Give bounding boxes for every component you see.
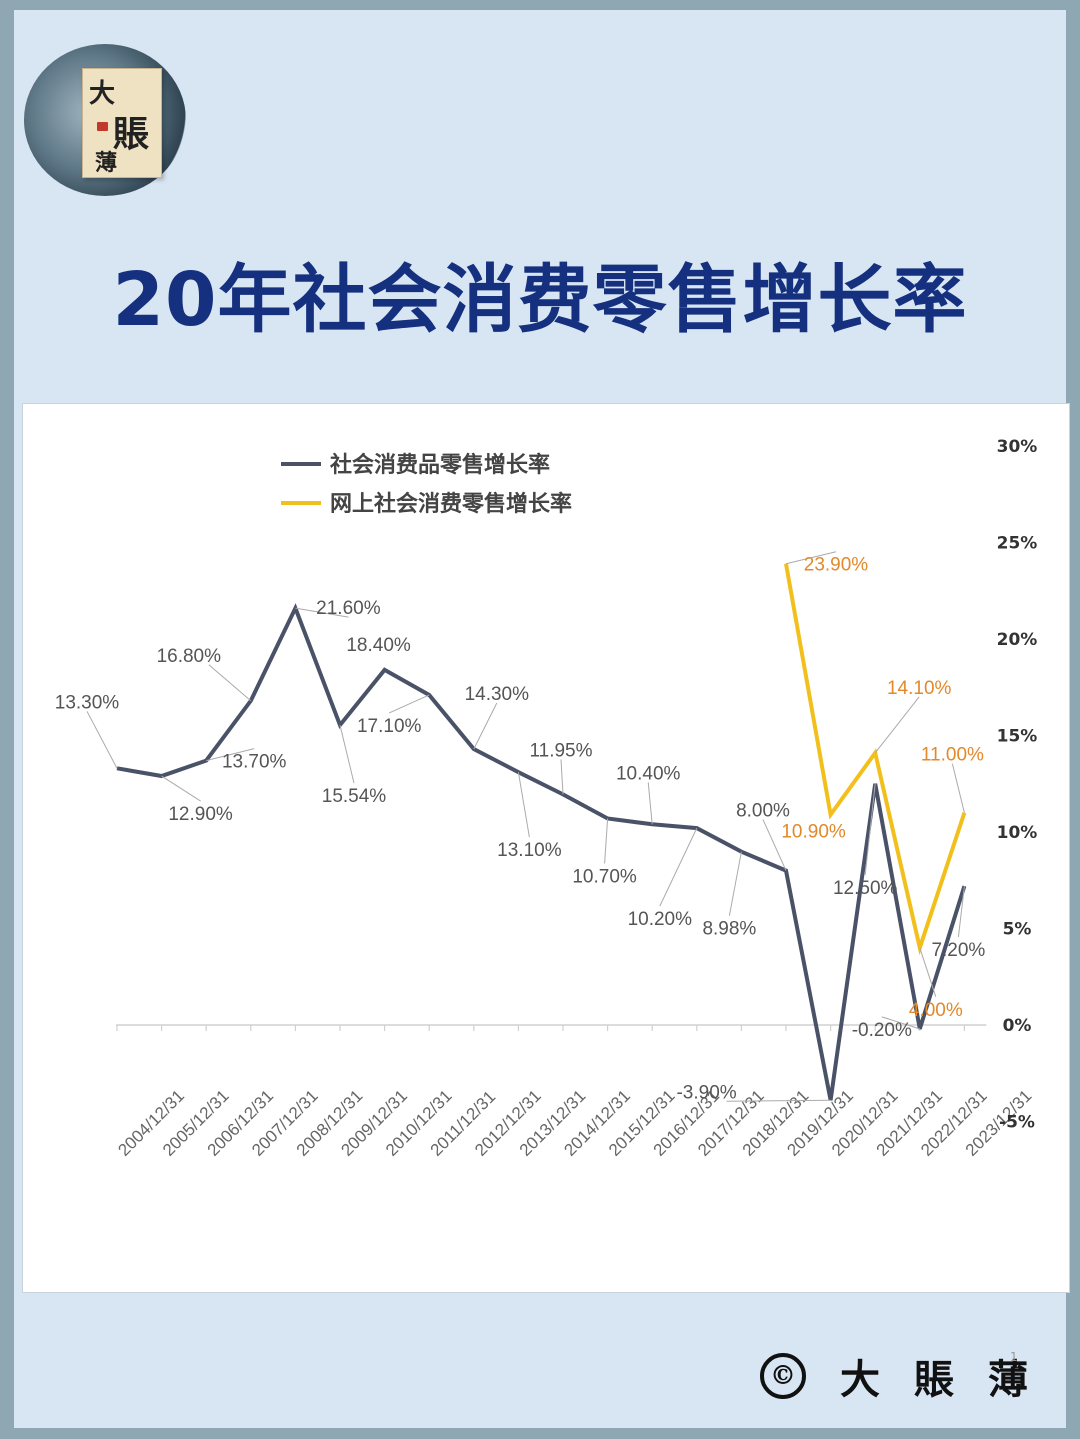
- online-leader: [874, 696, 920, 754]
- line-chart: 2004/12/312005/12/312006/12/312007/12/31…: [55, 437, 1038, 1160]
- main-leader: [339, 724, 355, 784]
- main-leader: [762, 819, 787, 871]
- main-data-label: 16.80%: [157, 646, 222, 667]
- y-tick-label: 10%: [997, 823, 1038, 843]
- online-data-label: 10.90%: [781, 822, 846, 843]
- main-leader: [295, 607, 349, 618]
- online-data-label: 23.90%: [804, 555, 869, 576]
- main-leader: [659, 827, 698, 907]
- main-data-label: 15.54%: [322, 786, 387, 807]
- main-leader: [473, 702, 498, 750]
- main-data-label: 8.98%: [702, 919, 756, 940]
- logo-paper: 大 賬 薄: [82, 68, 162, 178]
- page-title: 20年社会消费零售增长率: [112, 257, 968, 343]
- logo-char-1: 大: [89, 79, 116, 109]
- y-tick-label: 0%: [1003, 1016, 1032, 1036]
- logo-seal: [97, 122, 108, 131]
- main-data-label: 8.00%: [736, 801, 790, 822]
- main-leader: [208, 664, 252, 702]
- y-tick-label: 15%: [997, 727, 1038, 747]
- main-leader: [161, 775, 201, 802]
- main-data-label: 14.30%: [465, 684, 530, 705]
- footer: © 大賬薄: [760, 1346, 1062, 1406]
- y-tick-label: 30%: [997, 437, 1038, 457]
- page-number: 1: [1010, 1350, 1018, 1364]
- main-leader: [560, 759, 564, 795]
- main-data-label: 10.20%: [628, 909, 693, 930]
- main-data-label: -0.20%: [852, 1020, 912, 1041]
- main-data-label: 18.40%: [346, 635, 411, 656]
- main-leader: [86, 711, 118, 769]
- main-data-label: 12.50%: [833, 878, 898, 899]
- main-leader: [726, 1099, 831, 1102]
- online-data-label: 14.10%: [887, 678, 952, 699]
- online-leader: [951, 763, 965, 813]
- y-tick-label: -5%: [999, 1113, 1035, 1133]
- online-leader: [785, 551, 837, 565]
- main-data-label: 12.90%: [168, 804, 233, 825]
- legend-label-0: 社会消费品零售增长率: [330, 452, 550, 478]
- main-leader: [388, 694, 430, 714]
- main-data-label: 13.10%: [497, 840, 562, 861]
- main-data-label: 21.60%: [316, 598, 381, 619]
- main-leader: [604, 818, 609, 864]
- chart-panel: 2004/12/31 2005/12/31 2006/12/31 2007/12/31…: [22, 403, 1070, 1293]
- online-data-label: 4.00%: [909, 1000, 963, 1021]
- main-data-label: 13.70%: [222, 752, 287, 773]
- main-leader: [957, 885, 965, 938]
- brand-logo: 大 賬 薄: [24, 44, 186, 196]
- y-tick-label: 5%: [1003, 920, 1032, 940]
- main-leader: [647, 782, 653, 825]
- main-leader: [206, 748, 255, 762]
- main-data-label: 10.70%: [572, 866, 637, 887]
- main-leader: [728, 851, 742, 916]
- legend-label-1: 网上社会消费零售增长率: [330, 491, 572, 517]
- logo-char-2: 賬: [113, 113, 150, 155]
- main-data-label: 7.20%: [931, 940, 985, 961]
- series-main-line: [116, 603, 967, 1101]
- online-leader: [919, 947, 937, 997]
- main-data-label: -3.90%: [676, 1082, 736, 1103]
- footer-brand: 大賬薄: [840, 1356, 1062, 1403]
- main-data-label: 13.30%: [55, 692, 120, 713]
- copyright-icon: ©: [760, 1353, 806, 1399]
- main-data-label: 10.40%: [616, 763, 681, 784]
- main-leader: [517, 772, 530, 838]
- main-data-label: 17.10%: [357, 716, 422, 737]
- main-leader: [881, 1016, 920, 1030]
- logo-char-3: 薄: [95, 150, 118, 176]
- y-tick-label: 25%: [997, 534, 1038, 554]
- y-tick-label: 20%: [997, 630, 1038, 650]
- main-data-label: 11.95%: [529, 740, 592, 761]
- main-leader: [864, 783, 876, 875]
- online-data-label: 11.00%: [921, 745, 984, 766]
